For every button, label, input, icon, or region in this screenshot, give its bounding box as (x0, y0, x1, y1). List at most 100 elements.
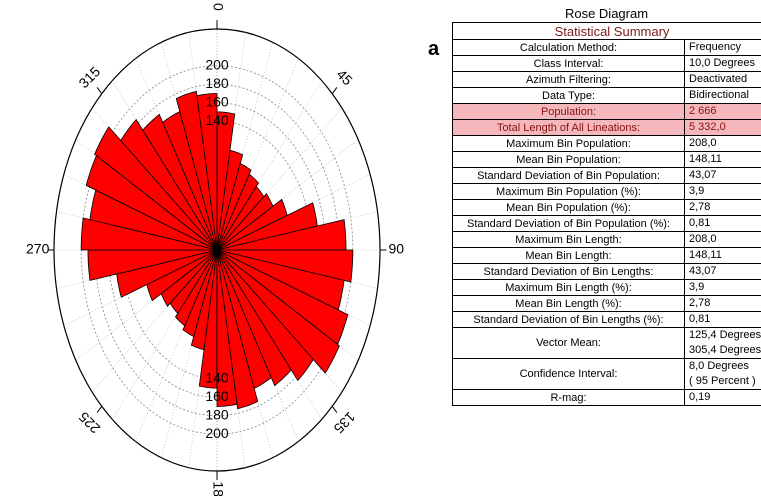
row-value: 125,4 Degrees (689, 329, 761, 341)
table-row: Confidence Interval: 8,0 Degrees ( 95 Perc… (452, 358, 761, 390)
row-value-cell: 125,4 Degrees 305,4 Degrees (684, 327, 761, 359)
table-row: Mean Bin Population (%): 2,78 (452, 199, 761, 216)
direction-label: 180 (210, 481, 226, 496)
row-label: Class Interval: (452, 55, 685, 72)
direction-tick (331, 87, 338, 95)
row-label: Mean Bin Length (%): (452, 295, 685, 312)
wedge (216, 249, 272, 389)
wedge (142, 113, 218, 251)
row-label: Vector Mean: (452, 327, 685, 359)
row-label: Total Length of All Lineations: (452, 119, 685, 136)
wedge (85, 154, 218, 251)
table-row: Mean Bin Length: 148,11 (452, 247, 761, 264)
row-label: Mean Bin Population (%): (452, 199, 685, 216)
row-value: 8,0 Degrees (689, 360, 749, 372)
wedge (175, 249, 218, 327)
wedge (162, 111, 218, 251)
table-row: Total Length of All Lineations: 5 332,0 (452, 119, 761, 136)
table-subtitle: Statistical Summary (452, 22, 761, 39)
row-value: 0,81 (689, 313, 711, 325)
row-value-cell: 2,78 (684, 295, 761, 312)
table-row: Data Type: Bidirectional (452, 87, 761, 104)
wedge (216, 219, 347, 251)
row-value-cell: 10,0 Degrees (684, 55, 761, 72)
table-row: Standard Deviation of Bin Population (%)… (452, 215, 761, 232)
row-value: Bidirectional (689, 89, 749, 101)
row-value-cell: 2 666 (684, 103, 761, 120)
row-value-cell: 0,81 (684, 311, 761, 328)
row-label: R-mag: (452, 389, 685, 406)
wedge (216, 249, 238, 407)
wedge (169, 249, 218, 315)
row-value: 43,07 (689, 169, 717, 181)
table-row: Standard Deviation of Bin Lengths: 43,07 (452, 263, 761, 280)
wedge (94, 126, 218, 251)
row-value: ( 95 Percent ) (689, 375, 756, 387)
panel-label: a (428, 38, 440, 60)
row-value-cell: 148,11 (684, 151, 761, 168)
row-value: Frequency (689, 41, 741, 53)
direction-label: 225 (75, 409, 103, 437)
row-value-cell: 208,0 (684, 135, 761, 152)
wedge (89, 189, 218, 251)
wedge (116, 249, 218, 298)
row-label: Calculation Method: (452, 39, 685, 56)
row-value-cell: 3,9 (684, 183, 761, 200)
table-row: Maximum Bin Length: 208,0 (452, 231, 761, 248)
direction-tick (96, 405, 103, 413)
row-value: 0,81 (689, 217, 711, 229)
wedge (216, 202, 318, 251)
table-row: Maximum Bin Length (%): 3,9 (452, 279, 761, 296)
wedge (216, 249, 292, 387)
row-label: Population: (452, 103, 685, 120)
summary-table: Rose Diagram Statistical Summary Calcula… (452, 6, 761, 406)
row-value: 3,9 (689, 185, 705, 197)
row-value: 3,9 (689, 281, 705, 293)
table-title: Rose Diagram (564, 6, 649, 21)
row-value-cell: 8,0 Degrees ( 95 Percent ) (684, 358, 761, 390)
row-value: 2 666 (689, 105, 717, 117)
row-value: 43,07 (689, 265, 717, 277)
row-label: Standard Deviation of Bin Population (%)… (452, 215, 685, 232)
wedge (216, 193, 274, 251)
row-value: 148,11 (689, 153, 722, 165)
row-label: Data Type: (452, 87, 685, 104)
row-label: Mean Bin Length: (452, 247, 685, 264)
row-label: Maximum Bin Length (%): (452, 279, 685, 296)
wedge (175, 90, 218, 251)
ring-label: 200 (205, 425, 229, 441)
wedge (120, 118, 218, 251)
row-value: 2,78 (689, 297, 711, 309)
table-row: Vector Mean: 125,4 Degrees 305,4 Degrees (452, 327, 761, 359)
wedge (216, 173, 259, 251)
row-value: 208,0 (689, 137, 717, 149)
ring-label: 140 (205, 370, 229, 386)
row-value-cell: 0,19 (684, 389, 761, 406)
row-value: 5 332,0 (689, 121, 726, 133)
direction-label: 90 (389, 241, 405, 257)
row-label: Mean Bin Population: (452, 151, 685, 168)
wedge (196, 93, 218, 251)
row-label: Standard Deviation of Bin Population: (452, 167, 685, 184)
ring-label: 180 (205, 75, 229, 91)
table-row: Azimuth Filtering: Deactivated (452, 71, 761, 88)
direction-tick (331, 405, 338, 413)
wedge (216, 249, 349, 346)
wedge (216, 249, 314, 382)
table-row: Population: 2 666 (452, 103, 761, 120)
direction-label: 135 (331, 409, 359, 437)
direction-label: 270 (26, 241, 50, 257)
wedge (216, 198, 288, 251)
wedge (216, 249, 259, 410)
table-row: Standard Deviation of Bin Population: 43,… (452, 167, 761, 184)
wedge (216, 249, 345, 311)
wedge (216, 249, 340, 374)
ring-label: 140 (205, 112, 229, 128)
direction-label: 45 (334, 66, 356, 88)
row-value-cell: 2,78 (684, 199, 761, 216)
ring-label: 160 (205, 388, 229, 404)
table-row: Maximum Bin Population: 208,0 (452, 135, 761, 152)
direction-label: 0 (210, 3, 226, 11)
row-label: Standard Deviation of Bin Lengths (%): (452, 311, 685, 328)
